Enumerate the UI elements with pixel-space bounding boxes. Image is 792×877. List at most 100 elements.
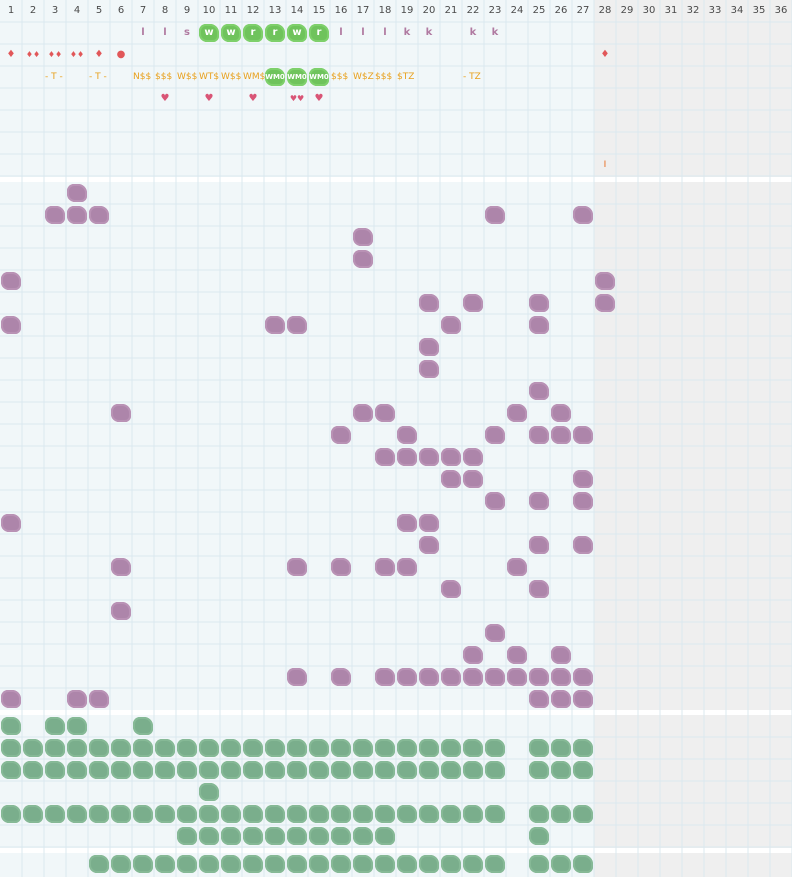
column-header-21[interactable]: 21 (444, 5, 458, 16)
green-blob[interactable] (441, 739, 461, 757)
column-header-5[interactable]: 5 (95, 5, 103, 16)
green-blob[interactable] (45, 717, 65, 735)
purple-blob[interactable] (111, 404, 131, 422)
purple-blob[interactable] (595, 294, 615, 312)
column-header-7[interactable]: 7 (139, 5, 147, 16)
purple-blob[interactable] (529, 536, 549, 554)
purple-blob[interactable] (441, 470, 461, 488)
purple-blob[interactable] (441, 316, 461, 334)
green-blob[interactable] (485, 739, 505, 757)
purple-blob[interactable] (1, 316, 21, 334)
green-blob[interactable] (485, 761, 505, 779)
green-blob[interactable] (199, 783, 219, 801)
green-blob[interactable] (353, 739, 373, 757)
green-blob[interactable] (133, 805, 153, 823)
green-blob[interactable] (375, 827, 395, 845)
green-blob[interactable] (177, 827, 197, 845)
footer-green-blob[interactable] (265, 855, 285, 873)
green-blob[interactable] (287, 827, 307, 845)
purple-blob[interactable] (331, 558, 351, 576)
column-header-30[interactable]: 30 (642, 5, 656, 16)
green-blob[interactable] (551, 761, 571, 779)
green-blob[interactable] (265, 739, 285, 757)
purple-blob[interactable] (551, 690, 571, 708)
lime-tile[interactable] (265, 24, 285, 42)
footer-green-blob[interactable] (463, 855, 483, 873)
green-blob[interactable] (155, 739, 175, 757)
purple-blob[interactable] (573, 470, 593, 488)
purple-blob[interactable] (551, 668, 571, 686)
green-blob[interactable] (353, 827, 373, 845)
green-blob[interactable] (331, 739, 351, 757)
green-blob[interactable] (353, 805, 373, 823)
purple-blob[interactable] (529, 492, 549, 510)
purple-blob[interactable] (375, 668, 395, 686)
lime-tile[interactable] (287, 68, 307, 86)
green-blob[interactable] (265, 805, 285, 823)
footer-green-blob[interactable] (573, 855, 593, 873)
green-blob[interactable] (485, 805, 505, 823)
green-blob[interactable] (155, 805, 175, 823)
purple-blob[interactable] (419, 536, 439, 554)
column-header-23[interactable]: 23 (488, 5, 502, 16)
purple-blob[interactable] (353, 228, 373, 246)
column-header-8[interactable]: 8 (161, 5, 169, 16)
column-header-35[interactable]: 35 (752, 5, 766, 16)
purple-blob[interactable] (485, 426, 505, 444)
purple-blob[interactable] (287, 316, 307, 334)
green-blob[interactable] (199, 805, 219, 823)
purple-blob[interactable] (67, 184, 87, 202)
footer-green-blob[interactable] (419, 855, 439, 873)
footer-green-blob[interactable] (243, 855, 263, 873)
column-header-3[interactable]: 3 (51, 5, 59, 16)
purple-blob[interactable] (419, 668, 439, 686)
green-blob[interactable] (133, 739, 153, 757)
green-blob[interactable] (23, 805, 43, 823)
green-blob[interactable] (375, 739, 395, 757)
green-blob[interactable] (441, 761, 461, 779)
green-blob[interactable] (419, 761, 439, 779)
green-blob[interactable] (243, 805, 263, 823)
green-blob[interactable] (331, 761, 351, 779)
column-header-28[interactable]: 28 (598, 5, 612, 16)
purple-blob[interactable] (397, 514, 417, 532)
purple-blob[interactable] (353, 404, 373, 422)
green-blob[interactable] (441, 805, 461, 823)
column-header-24[interactable]: 24 (510, 5, 524, 16)
purple-blob[interactable] (507, 646, 527, 664)
footer-green-blob[interactable] (221, 855, 241, 873)
purple-blob[interactable] (595, 272, 615, 290)
column-header-16[interactable]: 16 (334, 5, 348, 16)
purple-blob[interactable] (529, 382, 549, 400)
green-blob[interactable] (67, 761, 87, 779)
green-blob[interactable] (1, 739, 21, 757)
green-blob[interactable] (221, 805, 241, 823)
purple-blob[interactable] (463, 448, 483, 466)
green-blob[interactable] (67, 717, 87, 735)
purple-blob[interactable] (485, 668, 505, 686)
purple-blob[interactable] (353, 250, 373, 268)
purple-blob[interactable] (463, 470, 483, 488)
green-blob[interactable] (573, 739, 593, 757)
purple-blob[interactable] (551, 404, 571, 422)
column-header-6[interactable]: 6 (117, 5, 125, 16)
lime-tile[interactable] (243, 24, 263, 42)
purple-blob[interactable] (1, 272, 21, 290)
lime-tile[interactable] (199, 24, 219, 42)
column-header-34[interactable]: 34 (730, 5, 744, 16)
footer-green-blob[interactable] (441, 855, 461, 873)
green-blob[interactable] (419, 739, 439, 757)
footer-green-blob[interactable] (89, 855, 109, 873)
column-header-15[interactable]: 15 (312, 5, 326, 16)
purple-blob[interactable] (573, 206, 593, 224)
footer-green-blob[interactable] (133, 855, 153, 873)
green-blob[interactable] (573, 805, 593, 823)
purple-blob[interactable] (375, 404, 395, 422)
column-header-22[interactable]: 22 (466, 5, 480, 16)
green-blob[interactable] (133, 761, 153, 779)
footer-green-blob[interactable] (287, 855, 307, 873)
green-blob[interactable] (221, 827, 241, 845)
column-header-4[interactable]: 4 (73, 5, 81, 16)
purple-blob[interactable] (441, 448, 461, 466)
purple-blob[interactable] (529, 668, 549, 686)
